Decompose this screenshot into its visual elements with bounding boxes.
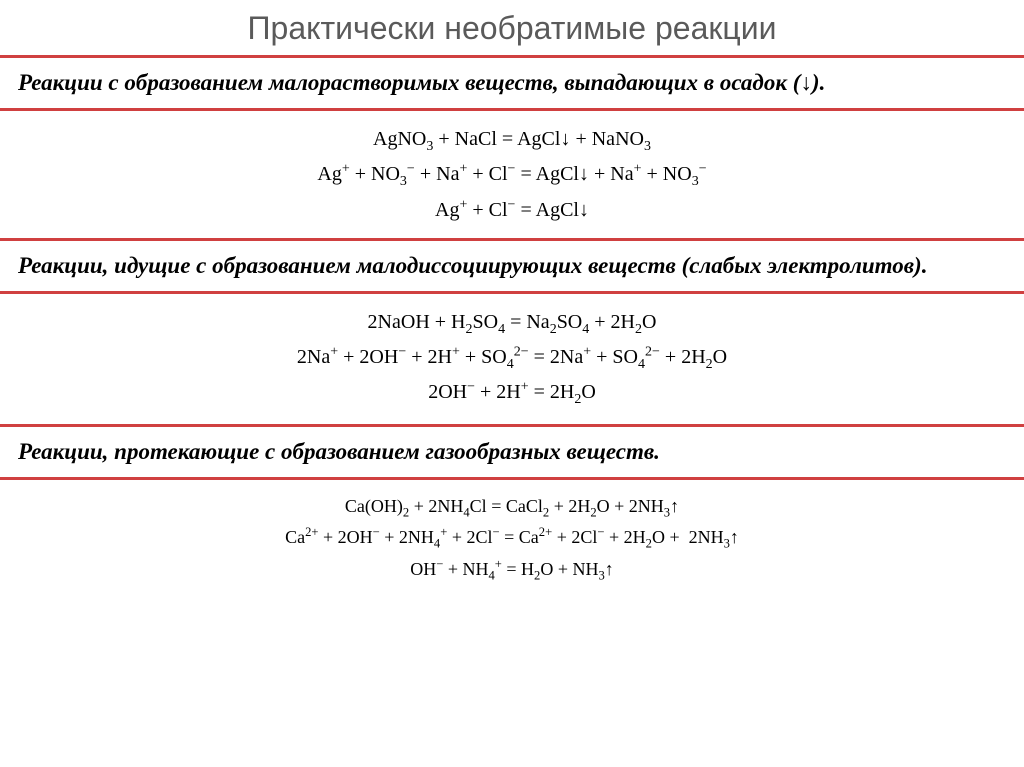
equations-block-3: Ca(OH)2 + 2NH4Cl = CaCl2 + 2H2O + 2NH3↑ … [0,480,1024,598]
equation-1a: AgNO3 + NaCl = AgCl↓ + NaNO3 [0,123,1024,158]
equation-3c: OH− + NH4+ = H2O + NH3↑ [0,554,1024,586]
equation-3a: Ca(OH)2 + 2NH4Cl = CaCl2 + 2H2O + 2NH3↑ [0,492,1024,523]
equation-1c: Ag+ + Cl− = AgCl↓ [0,194,1024,226]
section-1-text: Реакции с образованием малорастворимых в… [18,68,1006,98]
equations-block-2: 2NaOH + H2SO4 = Na2SO4 + 2H2O 2Na+ + 2OH… [0,294,1024,424]
equation-1b: Ag+ + NO3− + Na+ + Cl− = AgCl↓ + Na+ + N… [0,158,1024,193]
slide-title: Практически необратимые реакции [0,10,1024,47]
section-2-box: Реакции, идущие с образованием малодиссо… [0,238,1024,294]
section-3-box: Реакции, протекающие с образованием газо… [0,424,1024,480]
section-1-box: Реакции с образованием малорастворимых в… [0,55,1024,111]
equation-2a: 2NaOH + H2SO4 = Na2SO4 + 2H2O [0,306,1024,341]
section-2-text: Реакции, идущие с образованием малодиссо… [18,251,1006,281]
equation-2b: 2Na+ + 2OH− + 2H+ + SO42− = 2Na+ + SO42−… [0,341,1024,376]
equations-block-1: AgNO3 + NaCl = AgCl↓ + NaNO3 Ag+ + NO3− … [0,111,1024,238]
slide: Практически необратимые реакции Реакции … [0,0,1024,767]
equation-2c: 2OH− + 2H+ = 2H2O [0,376,1024,411]
section-3-text: Реакции, протекающие с образованием газо… [18,437,1006,467]
equation-3b: Ca2+ + 2OH− + 2NH4+ + 2Cl− = Ca2+ + 2Cl−… [0,522,1024,554]
